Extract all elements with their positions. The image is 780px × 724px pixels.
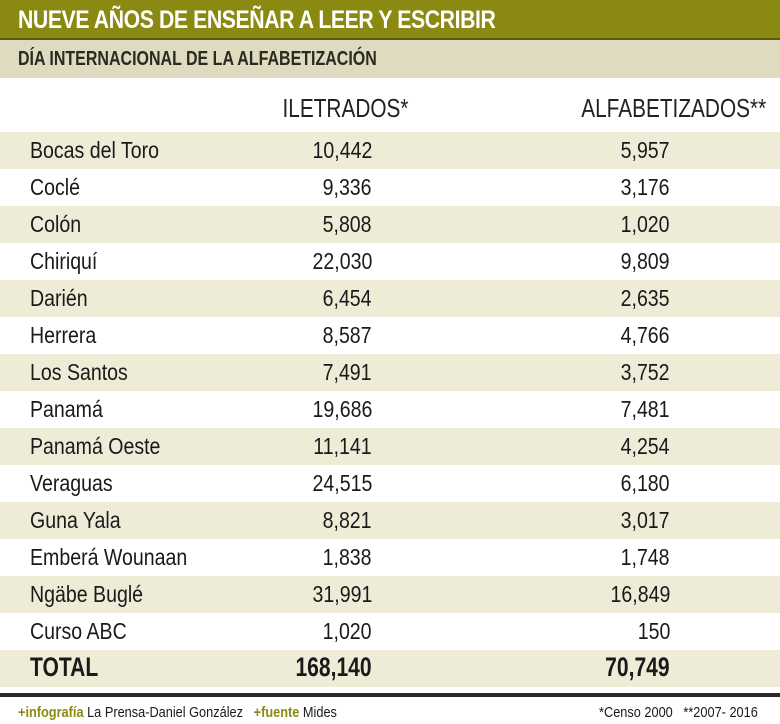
alfabetizados-value: 7,481 <box>621 396 670 422</box>
iletrados-value: 5,808 <box>323 211 372 237</box>
iletrados-value: 168,140 <box>295 652 372 682</box>
alfabetizados-value: 3,017 <box>621 507 670 533</box>
table-row: Guna Yala 8,821 3,017 <box>0 502 780 539</box>
page-subtitle: DÍA INTERNACIONAL DE LA ALFABETIZACIÓN <box>18 48 377 70</box>
alfabetizados-value: 1,748 <box>621 544 670 570</box>
table-row: Colón 5,808 1,020 <box>0 206 780 243</box>
iletrados-value: 1,838 <box>323 544 372 570</box>
iletrados-value: 8,587 <box>323 322 372 348</box>
column-header-alfabetizados: ALFABETIZADOS** <box>581 93 766 123</box>
row-name: Coclé <box>30 174 80 200</box>
table-row: Curso ABC 1,020 150 <box>0 613 780 650</box>
fuente-value: Mides <box>302 704 337 721</box>
row-name: Los Santos <box>30 359 128 385</box>
iletrados-value: 1,020 <box>323 618 372 644</box>
subtitle-band: DÍA INTERNACIONAL DE LA ALFABETIZACIÓN <box>0 40 780 78</box>
row-name: TOTAL <box>30 652 99 682</box>
alfabetizados-value: 1,020 <box>621 211 670 237</box>
alfabetizados-value: 9,809 <box>621 248 670 274</box>
footer-notes: *Censo 2000 **2007- 2016 <box>599 704 758 721</box>
row-name: Ngäbe Buglé <box>30 581 144 607</box>
alfabetizados-value: 6,180 <box>621 470 670 496</box>
total-row: TOTAL 168,140 70,749 <box>0 650 780 687</box>
alfabetizados-value: 150 <box>637 618 670 644</box>
table-row: Darién 6,454 2,635 <box>0 280 780 317</box>
row-name: Colón <box>30 211 82 237</box>
alfabetizados-value: 4,254 <box>621 433 670 459</box>
iletrados-value: 6,454 <box>323 285 372 311</box>
title-bar: NUEVE AÑOS DE ENSEÑAR A LEER Y ESCRIBIR <box>0 0 780 40</box>
table-row: Veraguas 24,515 6,180 <box>0 465 780 502</box>
table-row: Los Santos 7,491 3,752 <box>0 354 780 391</box>
footer-credits: +infografía La Prensa-Daniel González +f… <box>18 704 337 721</box>
table-row: Panamá 19,686 7,481 <box>0 391 780 428</box>
fuente-label: +fuente <box>253 704 300 721</box>
iletrados-value: 31,991 <box>312 581 372 607</box>
row-name: Chiriquí <box>30 248 98 274</box>
table-row: Panamá Oeste 11,141 4,254 <box>0 428 780 465</box>
table-row: Chiriquí 22,030 9,809 <box>0 243 780 280</box>
table-row: Coclé 9,336 3,176 <box>0 169 780 206</box>
page-title: NUEVE AÑOS DE ENSEÑAR A LEER Y ESCRIBIR <box>18 6 496 34</box>
row-name: Veraguas <box>30 470 113 496</box>
table-row: Ngäbe Buglé 31,991 16,849 <box>0 576 780 613</box>
alfabetizados-value: 4,766 <box>621 322 670 348</box>
table-row: Herrera 8,587 4,766 <box>0 317 780 354</box>
iletrados-value: 22,030 <box>312 248 372 274</box>
iletrados-value: 9,336 <box>323 174 372 200</box>
table-row: Bocas del Toro 10,442 5,957 <box>0 132 780 169</box>
alfabetizados-value: 3,176 <box>621 174 670 200</box>
infografia-label: +infografía <box>18 704 84 721</box>
iletrados-value: 8,821 <box>323 507 372 533</box>
alfabetizados-value: 2,635 <box>621 285 670 311</box>
row-name: Bocas del Toro <box>30 137 159 163</box>
row-name: Curso ABC <box>30 618 127 644</box>
iletrados-value: 19,686 <box>312 396 372 422</box>
table-row: Emberá Wounaan 1,838 1,748 <box>0 539 780 576</box>
iletrados-value: 7,491 <box>323 359 372 385</box>
iletrados-value: 24,515 <box>312 470 372 496</box>
infografia-credit: La Prensa-Daniel González <box>87 704 244 721</box>
row-name: Guna Yala <box>30 507 121 533</box>
alfabetizados-value: 5,957 <box>621 137 670 163</box>
row-name: Emberá Wounaan <box>30 544 188 570</box>
alfabetizados-value: 70,749 <box>605 652 670 682</box>
footer-divider <box>0 693 780 697</box>
iletrados-value: 10,442 <box>312 137 372 163</box>
column-header-iletrados: ILETRADOS* <box>282 93 408 123</box>
row-name: Darién <box>30 285 88 311</box>
alfabetizados-value: 16,849 <box>610 581 670 607</box>
row-name: Herrera <box>30 322 97 348</box>
row-name: Panamá <box>30 396 103 422</box>
iletrados-value: 11,141 <box>313 433 372 459</box>
row-name: Panamá Oeste <box>30 433 161 459</box>
alfabetizados-value: 3,752 <box>621 359 670 385</box>
